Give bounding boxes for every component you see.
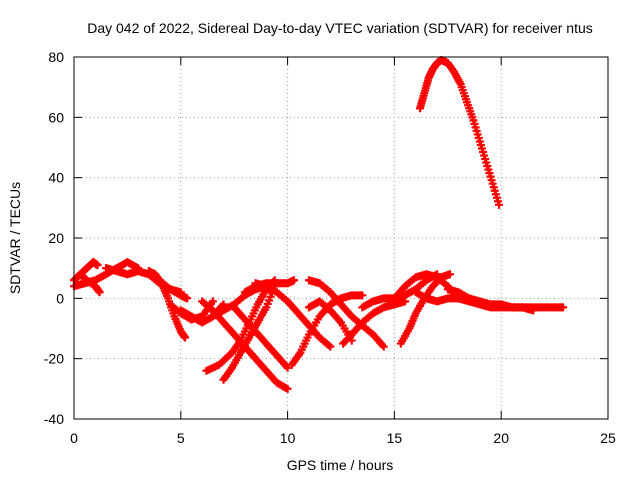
data-point bbox=[283, 384, 292, 393]
series-track-25 bbox=[416, 56, 504, 209]
x-axis-label: GPS time / hours bbox=[287, 457, 394, 473]
series-track-01 bbox=[70, 258, 102, 285]
y-tick-label: 40 bbox=[48, 170, 64, 186]
series-track-15 bbox=[240, 276, 299, 297]
grid bbox=[74, 57, 608, 419]
data-point bbox=[445, 270, 454, 279]
series-track-18 bbox=[304, 297, 356, 345]
data-point bbox=[379, 342, 388, 351]
series-track-13 bbox=[230, 303, 292, 372]
data-point bbox=[208, 297, 217, 306]
series-track-19 bbox=[339, 297, 410, 348]
axis-ticks: 0 5 10 15 20 25 -40 -20 0 20 40 60 80 bbox=[44, 49, 616, 446]
y-tick-label: 20 bbox=[48, 230, 64, 246]
data-point bbox=[326, 342, 335, 351]
x-tick-label: 0 bbox=[70, 430, 78, 446]
data-series bbox=[70, 56, 568, 393]
series-track-06 bbox=[144, 270, 185, 297]
y-tick-label: 60 bbox=[48, 109, 64, 125]
x-tick-label: 20 bbox=[493, 430, 509, 446]
data-point bbox=[290, 276, 299, 285]
data-point bbox=[181, 333, 190, 342]
y-tick-label: -20 bbox=[44, 351, 64, 367]
x-tick-label: 15 bbox=[387, 430, 403, 446]
x-tick-label: 10 bbox=[280, 430, 296, 446]
series-track-24 bbox=[443, 285, 538, 315]
data-point bbox=[559, 303, 568, 312]
data-point bbox=[183, 294, 192, 303]
x-tick-label: 25 bbox=[600, 430, 616, 446]
series-track-03 bbox=[76, 270, 104, 297]
data-point bbox=[283, 363, 292, 372]
data-point bbox=[529, 306, 538, 315]
data-point bbox=[95, 288, 104, 297]
data-point bbox=[495, 200, 504, 209]
data-point bbox=[176, 288, 185, 297]
y-tick-label: -40 bbox=[44, 411, 64, 427]
chart-title: Day 042 of 2022, Sidereal Day-to-day VTE… bbox=[87, 20, 593, 36]
data-point bbox=[93, 261, 102, 270]
y-tick-label: 0 bbox=[56, 290, 64, 306]
data-point bbox=[358, 291, 367, 300]
series-track-17 bbox=[304, 276, 388, 351]
y-axis-label: SDTVAR / TECUs bbox=[7, 182, 23, 294]
x-tick-label: 5 bbox=[177, 430, 185, 446]
y-tick-label: 80 bbox=[48, 49, 64, 65]
